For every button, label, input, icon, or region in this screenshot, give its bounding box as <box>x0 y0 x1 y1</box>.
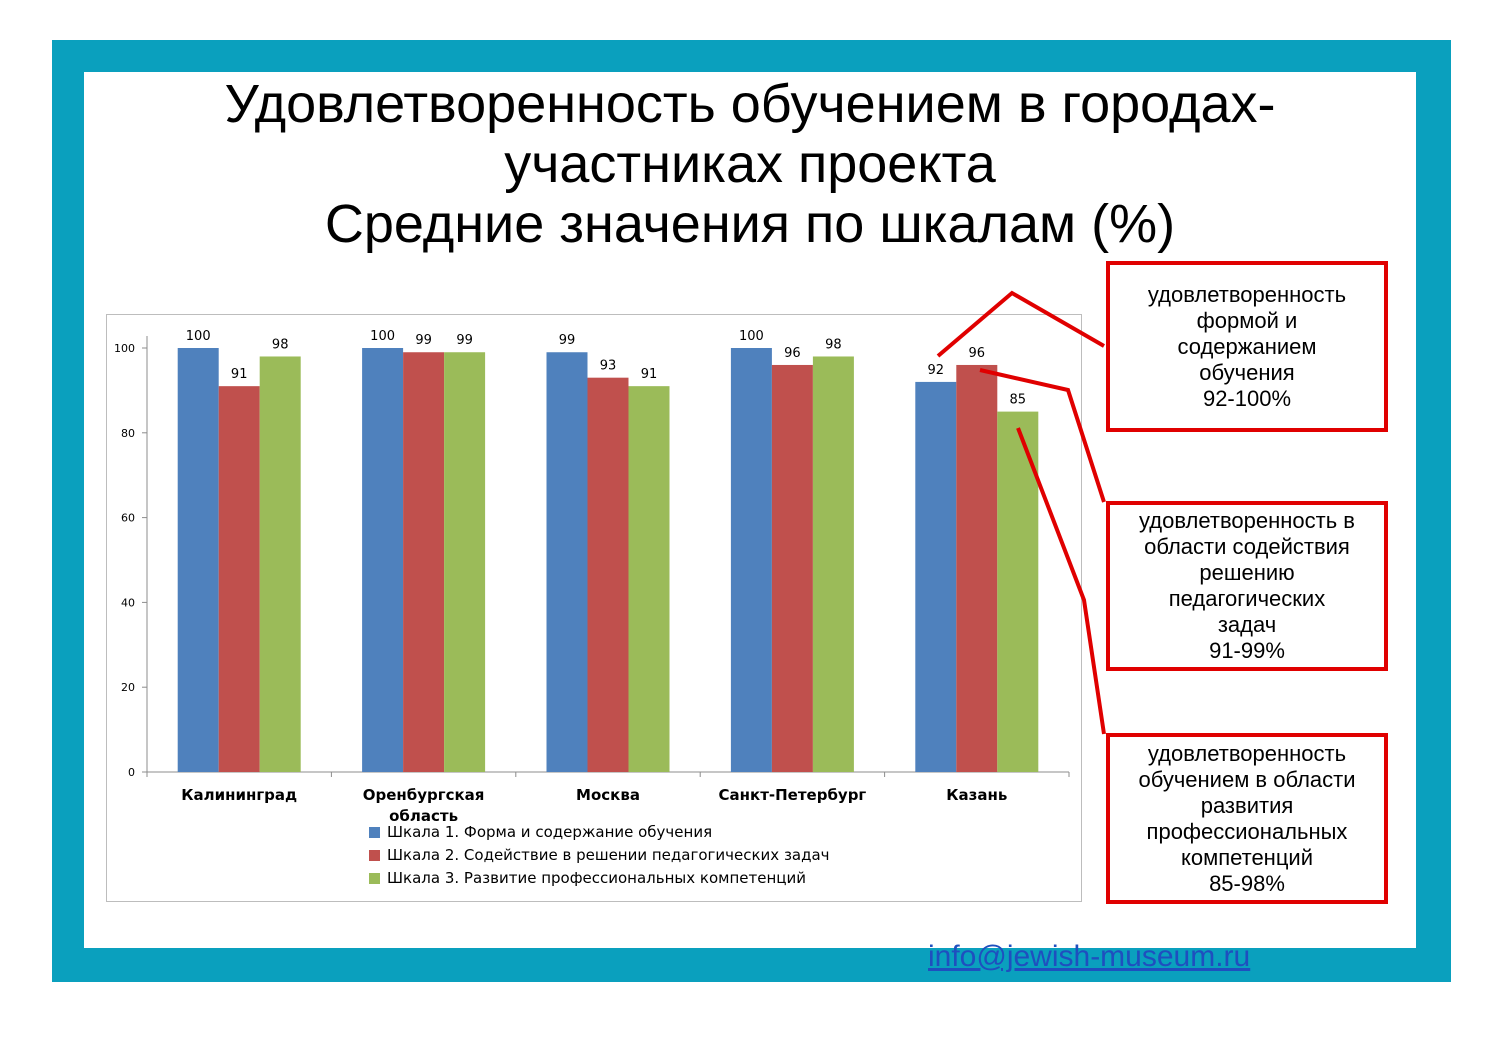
data-label: 100 <box>739 329 764 344</box>
bar <box>546 352 588 772</box>
bar <box>812 356 854 772</box>
data-label: 96 <box>969 346 986 361</box>
bar <box>915 381 957 772</box>
x-category-label-line: Калининград <box>181 786 297 804</box>
data-label: 93 <box>600 359 617 374</box>
y-tick-label: 40 <box>121 596 135 609</box>
callout-1-line: формой и <box>1196 307 1298 333</box>
data-label: 99 <box>559 333 576 348</box>
y-tick-label: 0 <box>128 766 135 779</box>
callout-1-line: удовлетворенность <box>1147 281 1347 307</box>
callout-scale-1: удовлетворенность формой и содержанием о… <box>1106 261 1388 432</box>
data-label: 98 <box>825 337 842 352</box>
legend-label: Шкала 1. Форма и содержание обучения <box>387 823 712 841</box>
data-label: 96 <box>784 346 801 361</box>
bar <box>259 356 301 772</box>
x-category-label-line: Оренбургская <box>363 786 485 804</box>
data-label: 100 <box>370 329 395 344</box>
chart-svg: 0 20 40 60 80 100 100 91 98 Калининград 100 99 99 Оре… <box>114 329 1070 887</box>
data-label: 98 <box>272 337 289 352</box>
slide-title: Удовлетворенность обучением в городах- у… <box>84 74 1416 254</box>
x-category-label: Оренбургская область <box>363 786 485 825</box>
bar <box>956 364 998 772</box>
x-category-label-line: Москва <box>576 786 640 804</box>
data-label: 99 <box>456 333 473 348</box>
callout-2-line: педагогических <box>1168 586 1326 611</box>
legend-swatch <box>369 850 380 861</box>
callout-2-line: решению <box>1199 560 1295 585</box>
x-category-label: Санкт-Петербург <box>719 786 867 804</box>
callout-1-line: обучения <box>1199 359 1295 385</box>
callout-3-line: удовлетворенность <box>1147 740 1347 766</box>
y-tick-label: 60 <box>121 512 135 525</box>
callout-scale-2: удовлетворенность в области содействия р… <box>1106 501 1388 671</box>
callout-3-text: удовлетворенность обучением в области ра… <box>1138 741 1355 897</box>
bar <box>403 352 445 772</box>
bar <box>218 386 260 772</box>
callout-1-range: 92-100% <box>1202 385 1292 411</box>
x-category-label-line: Санкт-Петербург <box>719 786 867 804</box>
callout-3-line: развития <box>1200 792 1294 818</box>
callout-1-text: удовлетворенность формой и содержанием о… <box>1148 282 1346 412</box>
data-label: 91 <box>641 367 658 382</box>
callout-3-line: обучением в области <box>1138 766 1356 792</box>
y-tick-label: 20 <box>121 681 135 694</box>
callout-scale-3: удовлетворенность обучением в области ра… <box>1106 733 1388 904</box>
bar <box>628 386 670 772</box>
bar <box>177 348 219 772</box>
data-label: 92 <box>928 363 945 378</box>
bar <box>771 364 813 772</box>
data-label: 99 <box>415 333 432 348</box>
x-category-label: Калининград <box>181 786 297 804</box>
callout-3-range: 85-98% <box>1209 870 1285 896</box>
callout-2-range: 91-99% <box>1209 638 1285 663</box>
callout-2-line: удовлетворенность в <box>1139 508 1355 533</box>
legend-label: Шкала 3. Развитие профессиональных компе… <box>387 869 806 887</box>
bar <box>362 348 404 772</box>
callout-2-line: задач <box>1217 612 1277 637</box>
x-category-label-line: Казань <box>946 786 1007 804</box>
callout-2-text: удовлетворенность в области содействия р… <box>1139 508 1355 664</box>
y-tick-label: 80 <box>121 427 135 440</box>
title-line-3: Средние значения по шкалам (%) <box>324 194 1176 254</box>
y-tick-label: 100 <box>114 342 135 355</box>
bar <box>997 411 1039 772</box>
callout-3-line: профессиональных <box>1146 818 1348 844</box>
email-link[interactable]: info@jewish-museum.ru <box>928 940 1251 973</box>
bar-chart: 0 20 40 60 80 100 100 91 98 Калининград 100 99 99 Оре… <box>106 314 1082 902</box>
bar <box>587 377 629 772</box>
title-line-2: участниках проекта <box>504 134 996 194</box>
x-category-label-line: область <box>389 807 458 825</box>
legend-swatch <box>369 873 380 884</box>
callout-3-line: компетенций <box>1180 844 1314 870</box>
data-label: 85 <box>1010 393 1027 408</box>
legend-label: Шкала 2. Содействие в решении педагогиче… <box>387 846 830 864</box>
legend-swatch <box>369 827 380 838</box>
data-label: 91 <box>231 367 248 382</box>
data-label: 100 <box>186 329 211 344</box>
x-category-label: Казань <box>946 786 1007 804</box>
bar <box>444 352 486 772</box>
bar <box>730 348 772 772</box>
callout-1-line: содержанием <box>1177 333 1317 359</box>
callout-2-line: области содействия <box>1144 534 1350 559</box>
x-category-label: Москва <box>576 786 640 804</box>
title-line-1: Удовлетворенность обучением в городах- <box>224 74 1276 134</box>
